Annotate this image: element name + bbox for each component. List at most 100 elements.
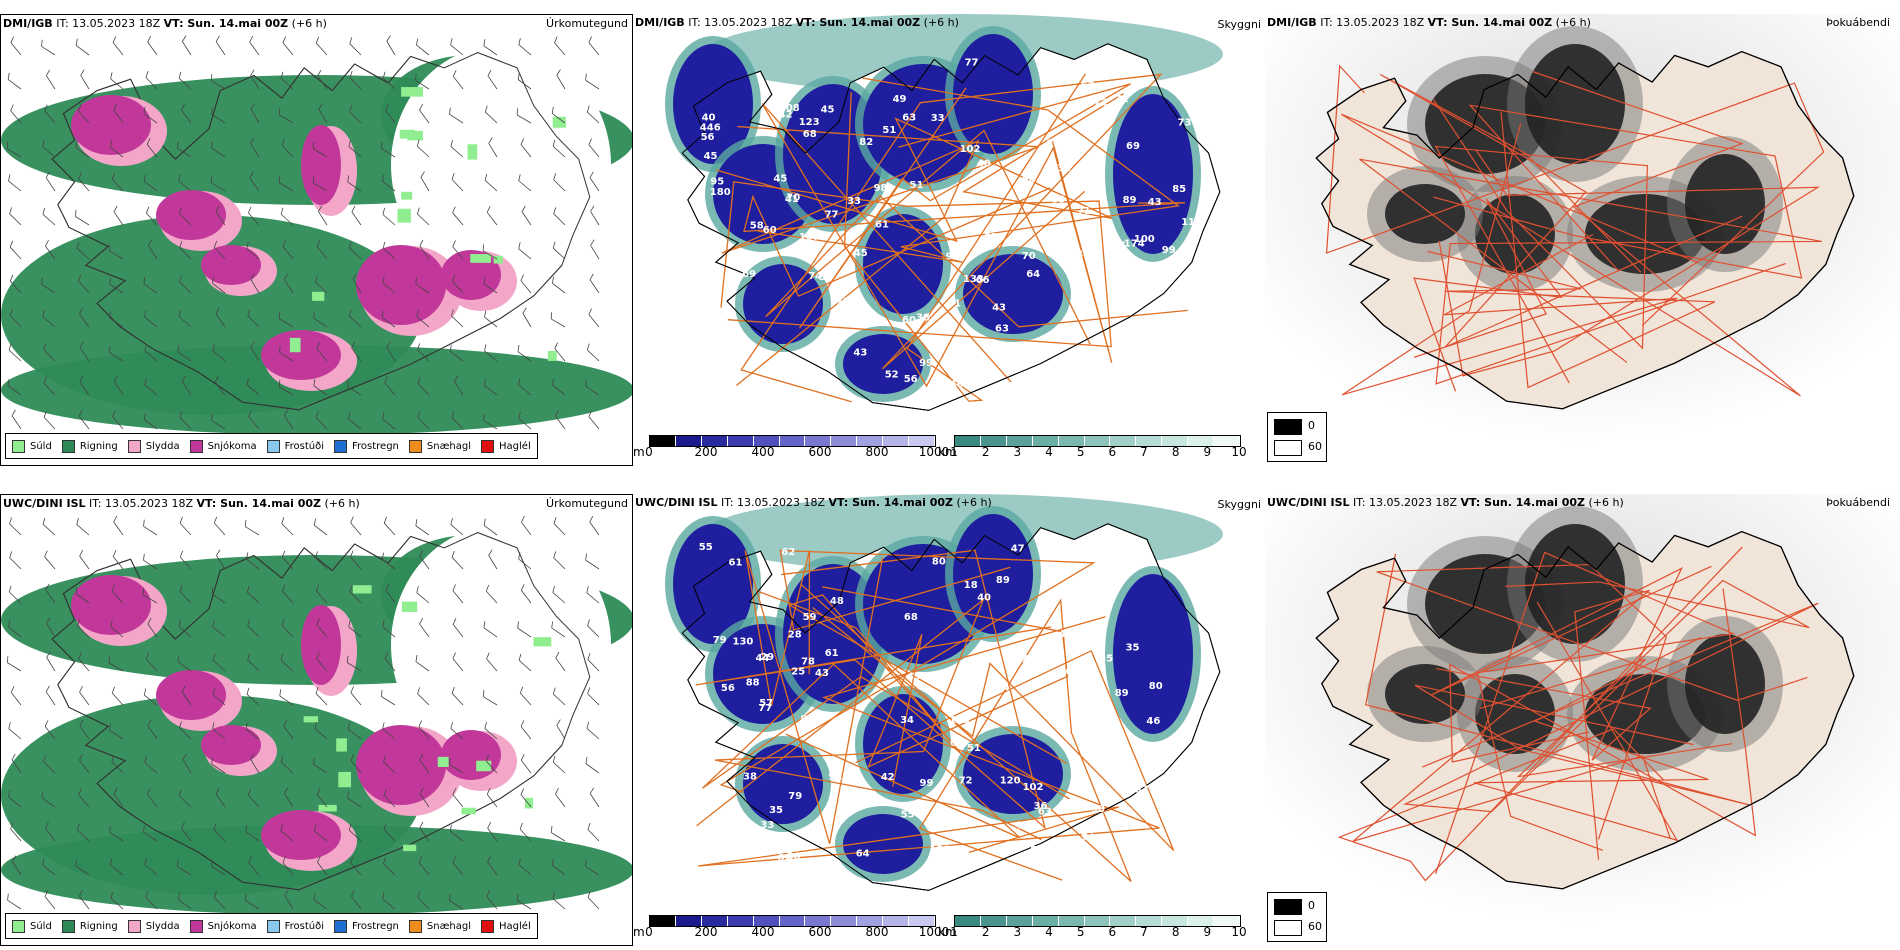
colorbar-tick: 8 — [1171, 925, 1180, 939]
fog-legend-swatch — [1274, 899, 1302, 915]
visibility-label: 85 — [1172, 184, 1186, 195]
legend-label: Rigning — [79, 920, 118, 932]
legend-label: Frostregn — [352, 920, 399, 932]
visibility-panel-uwc: UWC/DINI ISL IT: 13.05.2023 18Z VT: Sun.… — [633, 494, 1265, 946]
visibility-label: 71 — [1115, 94, 1129, 105]
colorbar-tick: 1 — [950, 445, 958, 459]
colorbar-tick: 4 — [1045, 925, 1053, 939]
visibility-label: 62 — [777, 853, 791, 864]
colorbar-tick: 800 — [865, 445, 889, 459]
visibility-label: 89 — [1123, 195, 1137, 206]
colorbar-km: km 1 2 3 4 5 6 7 8 9 10 — [938, 915, 1263, 946]
precip-map — [1, 15, 632, 465]
visibility-label: 47 — [1011, 543, 1025, 554]
colorbar-unit: m — [633, 445, 645, 459]
fog-legend-label: 0 — [1308, 899, 1315, 912]
visibility-label: 56 — [701, 132, 715, 143]
colorbar-tick: 400 — [751, 445, 775, 459]
visibility-label: 53 — [819, 272, 833, 283]
visibility-label: 100 — [1134, 234, 1155, 245]
visibility-label: 71 — [1077, 206, 1091, 217]
panel-title: UWC/DINI ISL IT: 13.05.2023 18Z VT: Sun.… — [3, 497, 360, 510]
visibility-label: 45 — [773, 174, 787, 185]
visibility-label: 75 — [1021, 654, 1035, 665]
visibility-label: 72 — [1094, 97, 1108, 108]
visibility-label: 77 — [965, 58, 979, 69]
visibility-label: 47 — [1044, 706, 1058, 717]
visibility-label: 63 — [902, 112, 916, 123]
visibility-label: 35 — [1126, 643, 1140, 654]
visibility-label: 61 — [875, 220, 889, 231]
visibility-label: 60 — [902, 315, 916, 326]
visibility-label: 88 — [746, 677, 760, 688]
visibility-label: 42 — [779, 110, 793, 121]
visibility-label: 74 — [1175, 251, 1189, 262]
visibility-label: 99 — [1162, 245, 1176, 256]
visibility-label: 130 — [733, 637, 754, 648]
visibility-label: 61 — [825, 648, 839, 659]
legend-label: Slydda — [145, 440, 180, 452]
visibility-label: 95 — [710, 177, 724, 188]
colorbar-tick: 0 — [645, 445, 653, 459]
visibility-label: 73 — [1039, 385, 1053, 396]
colorbar-strip — [954, 435, 1241, 447]
visibility-label: 77 — [758, 703, 772, 714]
panel-title: DMI/IGB IT: 13.05.2023 18Z VT: Sun. 14.m… — [635, 16, 959, 29]
visibility-label: 41 — [785, 194, 799, 205]
visibility-label: 33 — [847, 196, 861, 207]
visibility-label: 77 — [825, 210, 839, 221]
panel-param-title: Skyggni — [1217, 18, 1261, 31]
legend-label: Frostregn — [352, 440, 399, 452]
colorbar-tick: 9 — [1203, 925, 1212, 939]
legend-swatch — [481, 919, 495, 933]
visibility-map: 1581742087792958960827369498513240454342… — [633, 14, 1265, 466]
panel-param-title: Þokuábendi — [1826, 496, 1890, 509]
legend-swatch — [127, 439, 141, 453]
visibility-label: 84 — [1073, 774, 1087, 785]
visibility-label: 51 — [910, 180, 924, 191]
visibility-label: 119 — [949, 715, 970, 726]
visibility-label: 93 — [1065, 603, 1079, 614]
visibility-label: 44 — [756, 653, 770, 664]
visibility-label: 51 — [967, 743, 981, 754]
visibility-label: 64 — [856, 849, 870, 860]
visibility-label: 82 — [859, 137, 873, 148]
visibility-label: 80 — [1149, 681, 1163, 692]
visibility-label: 49 — [697, 807, 711, 818]
colorbar-tick: 1000 — [918, 445, 950, 459]
colorbar-tick: 6 — [1108, 925, 1117, 939]
colorbar-tick: 1 — [950, 925, 958, 939]
visibility-label: 68 — [950, 738, 964, 749]
panel-param-title: Skyggni — [1217, 498, 1261, 511]
visibility-label: 47 — [1076, 249, 1090, 260]
fog-panel-uwc: UWC/DINI ISL IT: 13.05.2023 18Z VT: Sun.… — [1265, 494, 1900, 946]
visibility-label: 72 — [836, 297, 850, 308]
visibility-label: 98 — [1091, 804, 1105, 815]
visibility-label: 69 — [742, 269, 756, 280]
panel-param-title: Úrkomutegund — [546, 17, 628, 30]
colorbar-tick: 600 — [808, 445, 832, 459]
visibility-label: 89 — [996, 575, 1010, 586]
visibility-label: 64 — [996, 682, 1010, 693]
visibility-label: 92 — [946, 252, 960, 263]
legend-swatch — [334, 919, 347, 933]
colorbar-tick: 600 — [808, 925, 832, 939]
visibility-label: 33 — [760, 820, 774, 831]
visibility-label: 41 — [947, 299, 961, 310]
visibility-label: 49 — [1093, 734, 1107, 745]
visibility-label: 81 — [1158, 860, 1172, 871]
colorbar-tick: 0 — [645, 925, 653, 939]
legend-item: Súld — [12, 439, 52, 453]
visibility-label: 74 — [1081, 833, 1095, 844]
visibility-label: 70 — [786, 193, 800, 204]
fog-map — [1265, 494, 1900, 946]
visibility-label: 76 — [1047, 138, 1061, 149]
legend-label: Snjókoma — [207, 440, 257, 452]
colorbar-tick: 7 — [1140, 925, 1148, 939]
visibility-label: 88 — [1051, 194, 1065, 205]
visibility-label: 120 — [1000, 776, 1021, 787]
visibility-label: 48 — [830, 596, 844, 607]
legend-item: Frostregn — [334, 439, 399, 453]
visibility-label: 67 — [1065, 667, 1079, 678]
visibility-label: 74 — [808, 271, 822, 282]
